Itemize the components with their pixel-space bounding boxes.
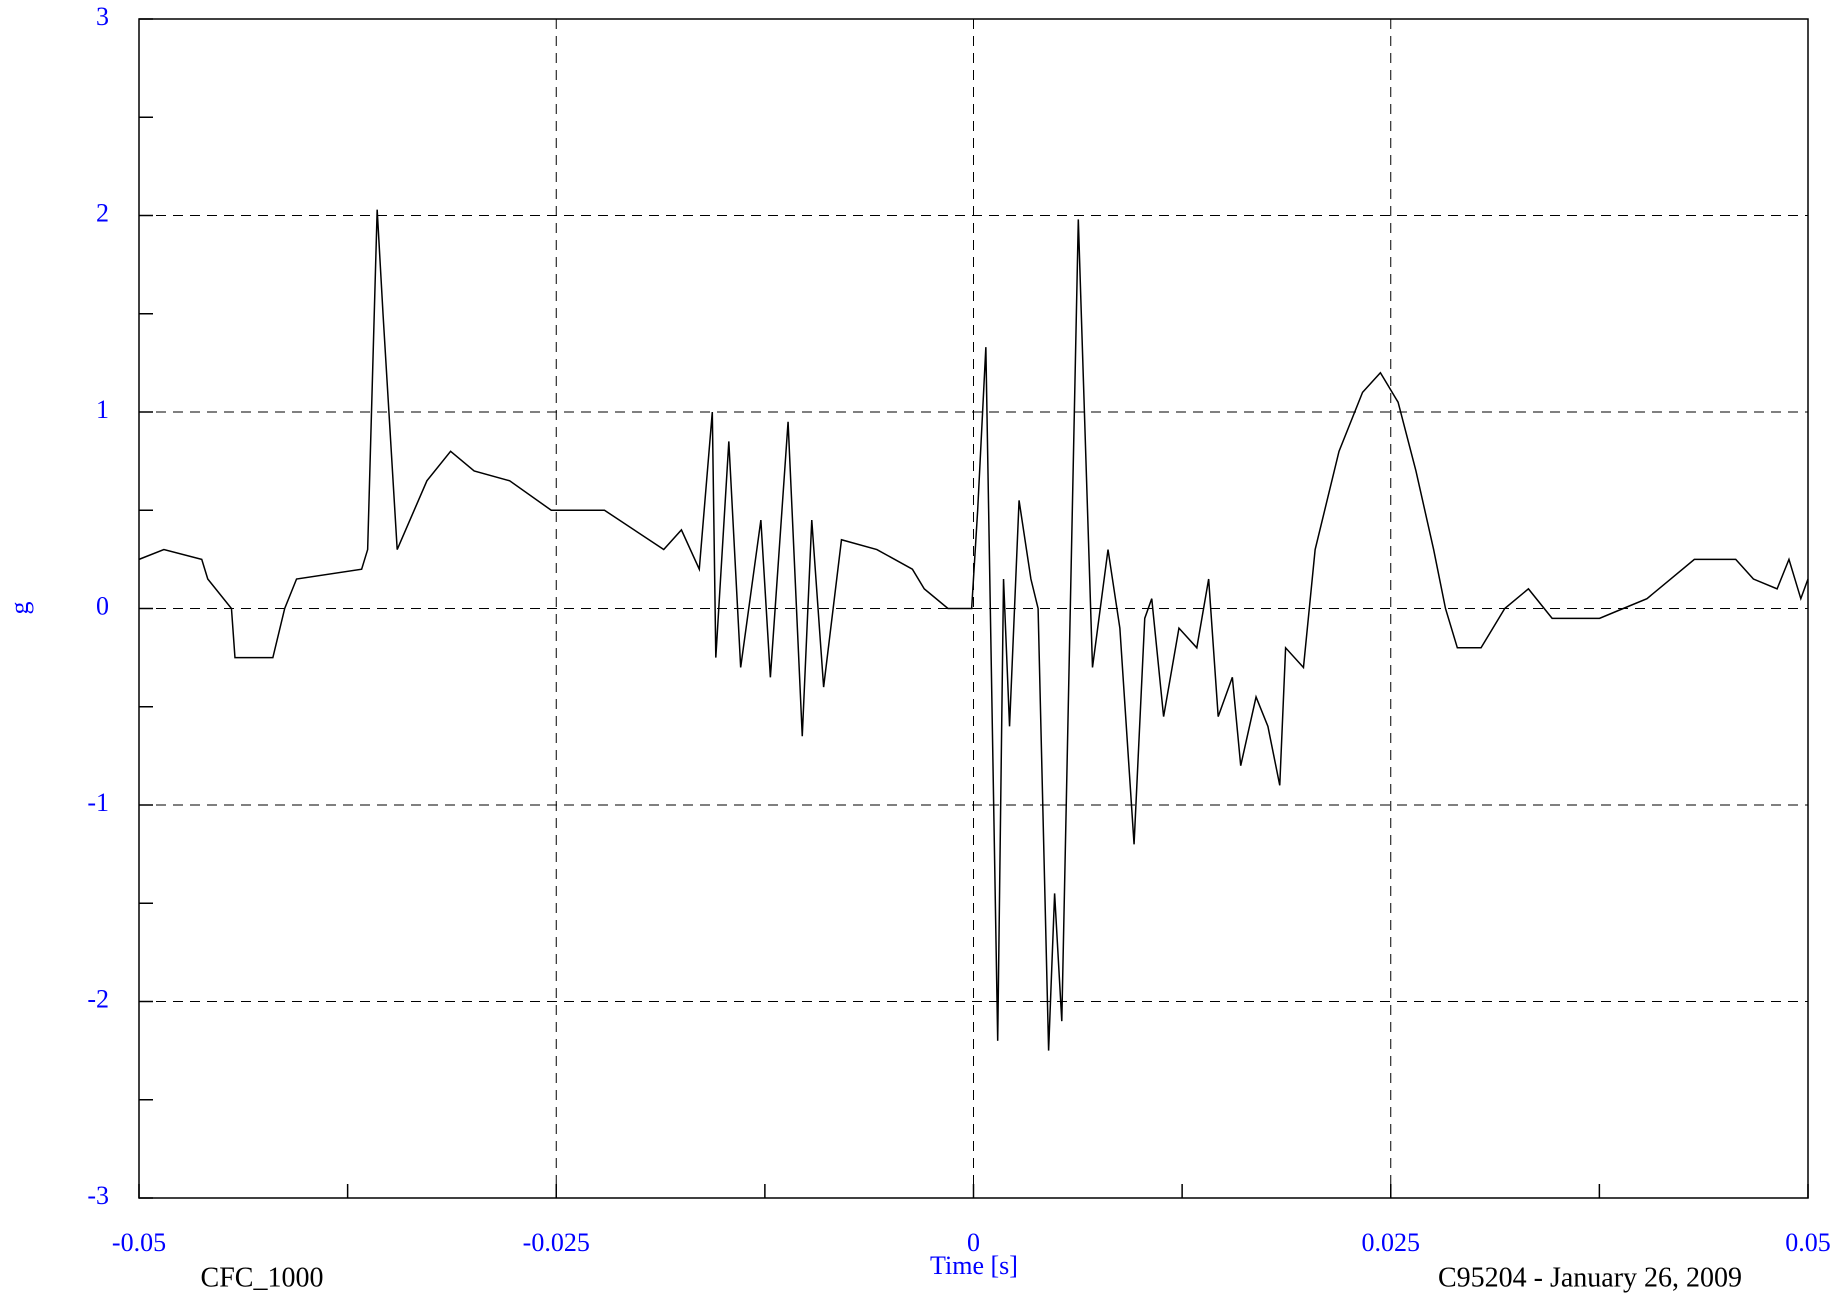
data-line — [138, 209, 1809, 1051]
y-tick-label: 2 — [96, 198, 109, 227]
x-axis-label: Time [s] — [930, 1251, 1018, 1280]
x-tick-label: -0.025 — [523, 1228, 590, 1257]
x-tick-label: 0 — [967, 1228, 980, 1257]
x-tick-label: 0.05 — [1785, 1228, 1831, 1257]
footer-left: CFC_1000 — [201, 1262, 324, 1293]
y-tick-label: -3 — [87, 1181, 109, 1210]
plot-frame — [138, 18, 1809, 1199]
y-tick-label: 3 — [96, 2, 109, 31]
y-tick-label: 0 — [96, 591, 109, 620]
y-axis-label: g — [5, 602, 34, 615]
x-tick-label: -0.05 — [112, 1228, 166, 1257]
x-tick-label: 0.025 — [1362, 1228, 1421, 1257]
y-tick-label: -1 — [87, 788, 109, 817]
y-tick-label: 1 — [96, 395, 109, 424]
footer-right: C95204 - January 26, 2009 — [1438, 1262, 1742, 1293]
y-tick-label: -2 — [87, 984, 109, 1013]
